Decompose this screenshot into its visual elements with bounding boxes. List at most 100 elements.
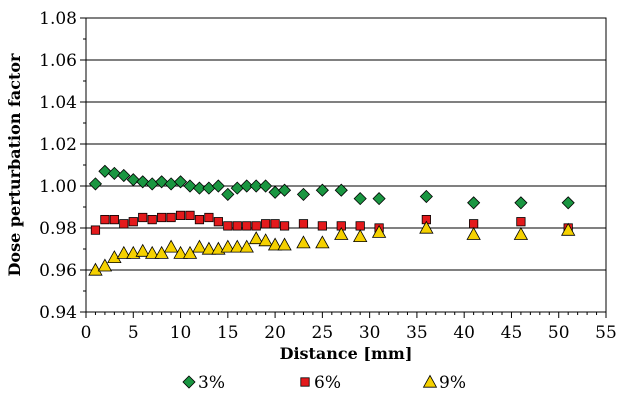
data-point-triangle: [107, 250, 122, 264]
data-point-triangle: [239, 239, 254, 253]
data-point-diamond: [240, 179, 254, 193]
data-point-diamond: [514, 196, 528, 210]
data-point-square: [128, 217, 138, 227]
x-tick-label: 40: [453, 323, 475, 343]
data-point-triangle: [163, 239, 179, 253]
data-point-diamond: [183, 179, 197, 193]
data-point-triangle: [145, 245, 160, 259]
series-diamond: [88, 164, 575, 210]
data-point-triangle: [258, 233, 273, 247]
x-tick-label: 55: [595, 323, 617, 343]
legend-item: 3%: [182, 373, 225, 393]
y-tick-label: 0.98: [39, 219, 77, 239]
data-point-diamond: [126, 173, 140, 187]
data-point-triangle: [230, 239, 245, 253]
data-point-square: [109, 214, 119, 225]
x-tick-label: 25: [312, 323, 334, 343]
y-tick-label: 0.94: [39, 303, 77, 323]
plot-area: [86, 18, 606, 312]
data-point-diamond: [117, 168, 131, 183]
axes: 0.94 0.96 0.98 1.00 1.02 1.04 1.06 1.08 0 5 10 15 20…: [39, 9, 617, 343]
data-point-triangle: [88, 262, 103, 276]
data-point-square: [279, 221, 290, 231]
data-point-diamond: [88, 177, 103, 191]
data-point-triangle: [296, 235, 311, 249]
data-point-triangle: [116, 245, 131, 259]
data-point-triangle: [334, 226, 349, 240]
y-tick-label: 1.08: [39, 9, 77, 29]
data-point-square: [147, 214, 157, 225]
data-point-triangle: [466, 226, 481, 240]
data-point-square: [355, 221, 365, 231]
x-tick-label: 50: [548, 323, 570, 343]
x-tick-label: 45: [501, 323, 523, 343]
x-axis-title: Distance [mm]: [280, 344, 413, 363]
legend-marker-diamond: [182, 375, 196, 389]
data-point-diamond: [315, 183, 329, 197]
y-tick-label: 1.00: [39, 177, 77, 197]
data-point-diamond: [136, 175, 150, 189]
data-point-triangle: [154, 245, 169, 259]
data-point-diamond: [353, 192, 367, 206]
x-tick-label: 15: [217, 323, 239, 343]
data-point-square: [469, 219, 479, 229]
data-point-diamond: [419, 189, 433, 204]
data-point-square: [317, 221, 327, 231]
legend-item: 6%: [300, 373, 341, 393]
data-point-diamond: [249, 179, 263, 193]
legend-marker-triangle: [422, 374, 438, 388]
data-point-triangle: [419, 220, 434, 234]
data-point-square: [185, 210, 195, 220]
data-point-square: [270, 219, 280, 229]
x-tick-label: 5: [128, 323, 139, 343]
y-tick-label: 1.04: [39, 93, 77, 113]
data-point-diamond: [259, 179, 273, 193]
data-point-square: [261, 219, 271, 229]
legend-label: 3%: [198, 373, 225, 393]
data-point-triangle: [173, 245, 188, 259]
data-point-diamond: [467, 196, 481, 210]
data-point-triangle: [182, 245, 198, 259]
data-point-square: [166, 212, 176, 223]
data-point-square: [223, 221, 233, 231]
data-point-square: [204, 212, 214, 223]
legend-item: 9%: [422, 373, 466, 393]
data-point-triangle: [220, 239, 235, 253]
legend-label: 9%: [439, 373, 466, 393]
data-point-triangle: [513, 226, 529, 240]
y-axis-title: Dose perturbation factor: [5, 53, 24, 277]
series-triangle: [88, 220, 576, 276]
data-point-triangle: [192, 239, 207, 253]
data-point-diamond: [277, 183, 292, 197]
data-point-diamond: [296, 187, 311, 201]
x-tick-label: 0: [81, 323, 92, 343]
data-point-triangle: [201, 241, 217, 255]
data-point-square: [516, 217, 526, 227]
data-point-triangle: [561, 222, 576, 236]
data-point-diamond: [372, 192, 386, 206]
data-point-diamond: [561, 196, 575, 210]
data-point-diamond: [334, 183, 348, 197]
data-point-square: [175, 210, 186, 220]
data-point-triangle: [267, 237, 283, 251]
x-tick-label: 35: [406, 323, 428, 343]
data-point-square: [157, 212, 167, 223]
data-point-triangle: [249, 231, 264, 245]
x-tick-label: 30: [359, 323, 381, 343]
legend-marker-square: [300, 377, 310, 387]
data-point-square: [298, 219, 309, 229]
data-point-diamond: [211, 179, 225, 193]
data-point-triangle: [353, 229, 368, 243]
legend: 3% 6% 9%: [182, 373, 466, 393]
data-point-triangle: [97, 258, 113, 272]
data-point-square: [90, 225, 101, 235]
data-series: [88, 164, 576, 276]
data-point-square: [232, 221, 242, 231]
y-tick-label: 1.02: [39, 135, 77, 155]
y-tick-label: 1.06: [39, 51, 77, 71]
data-point-triangle: [135, 243, 150, 257]
data-point-square: [213, 217, 223, 227]
y-tick-label: 0.96: [39, 261, 77, 281]
